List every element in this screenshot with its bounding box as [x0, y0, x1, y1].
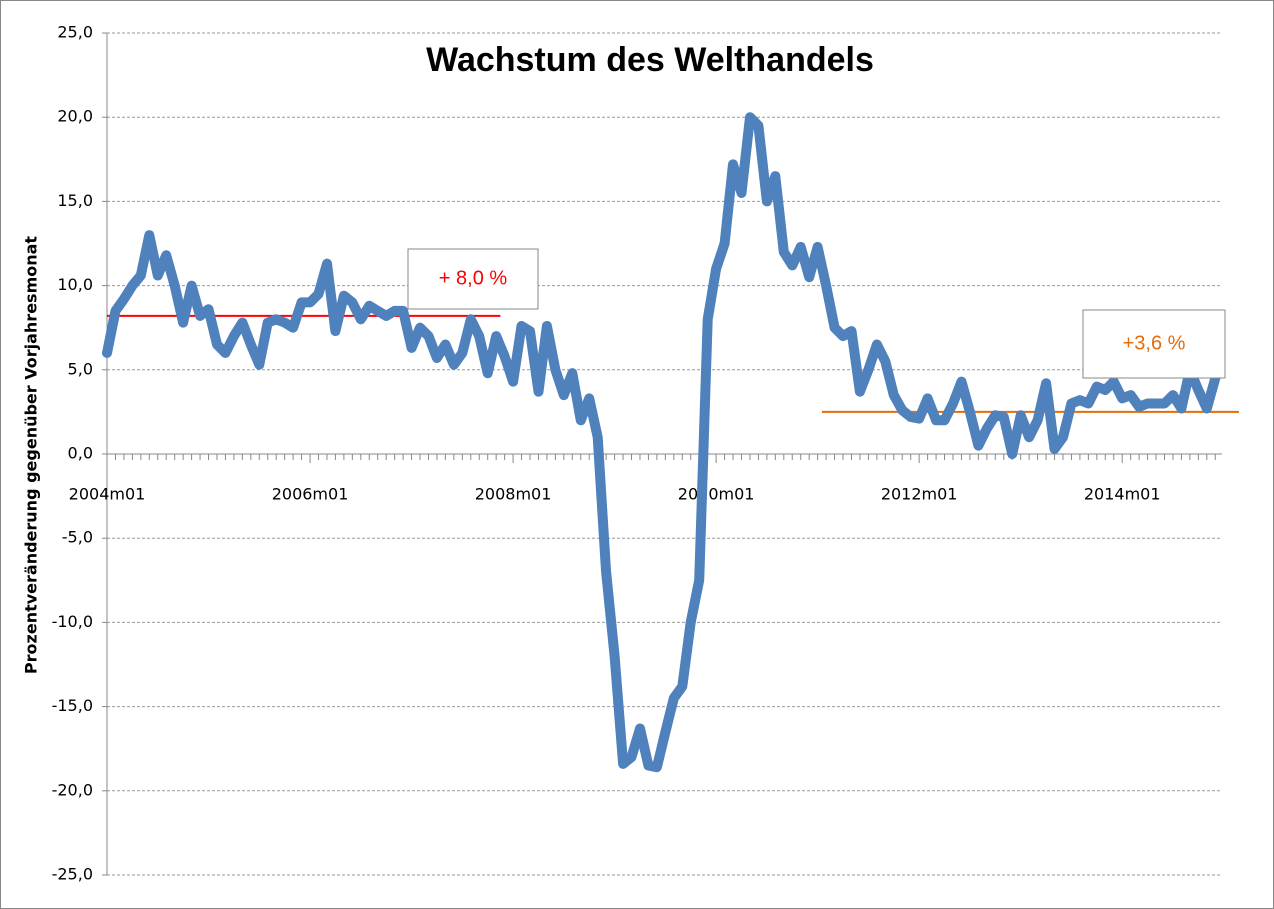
x-tick-label: 2006m01 — [272, 485, 349, 504]
y-tick-label: 15,0 — [57, 191, 93, 210]
y-tick-label: 0,0 — [68, 444, 93, 463]
x-tick-label: 2014m01 — [1084, 485, 1161, 504]
y-tick-label: -5,0 — [62, 528, 93, 547]
annotation-box — [1082, 309, 1226, 379]
x-tick-label: 2004m01 — [69, 485, 146, 504]
y-tick-label: 20,0 — [57, 107, 93, 126]
y-tick-label: 25,0 — [57, 23, 93, 42]
y-tick-label: -20,0 — [52, 780, 93, 799]
chart-title: Wachstum des Welthandels — [426, 41, 874, 79]
data-line — [102, 112, 1221, 773]
y-tick-label: 10,0 — [57, 275, 93, 294]
annotation-box — [407, 248, 539, 310]
y-tick-label: 5,0 — [68, 359, 93, 378]
y-tick-label: -10,0 — [52, 612, 93, 631]
x-tick-label: 2008m01 — [475, 485, 552, 504]
x-tick-label: 2010m01 — [678, 485, 755, 504]
y-tick-label: -25,0 — [52, 865, 93, 884]
annotation-label: + 8,0 % — [439, 267, 508, 289]
y-axis-label: Prozentveränderung gegenüber Vorjahresmo… — [22, 236, 41, 675]
annotation-label: +3,6 % — [1123, 332, 1186, 354]
x-tick-label: 2012m01 — [881, 485, 958, 504]
y-tick-label: -15,0 — [52, 696, 93, 715]
